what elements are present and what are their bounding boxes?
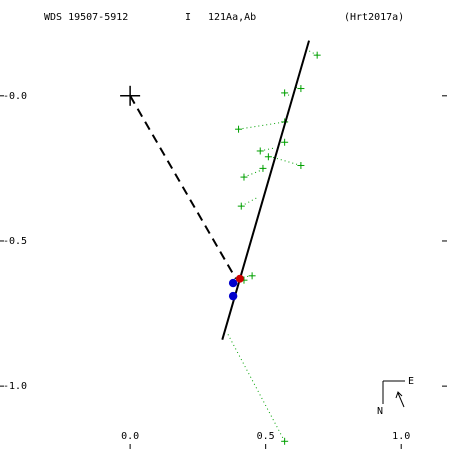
measure-point [259,164,267,172]
x-tick-label: 0.5 [257,431,275,442]
measure-point [297,161,305,169]
red-point [235,274,244,283]
point-layer [120,85,244,301]
measure-point [281,138,289,146]
measure-point [237,202,245,210]
header-reference: (Hrt2017a) [344,12,404,23]
x-tick-label: 1.0 [392,431,410,442]
x-tick-label: 0.0 [121,431,139,442]
measure-point [256,147,264,155]
axis-layer: 0.0 0.5 1.0 -1.0 -0.5 -0.0 [0,91,447,449]
orbit-line [221,40,310,340]
measure-point [281,89,289,97]
primary-star-marker [120,85,141,106]
measure-layer [227,48,321,445]
measure-point [248,272,256,280]
line-layer [129,40,310,340]
compass-east-label: E [408,376,414,387]
measure-point [281,437,289,445]
residual-line [243,167,266,178]
node-line [129,95,237,280]
measure-point [264,153,272,161]
header-grade: I [185,12,191,23]
measure-point [297,85,305,93]
y-tick-label: -0.5 [3,236,27,247]
header-pair: 121Aa,Ab [208,12,256,23]
compass-rose: E N [377,376,414,417]
compass-north-label: N [377,406,383,417]
residual-line [238,121,285,130]
blue-point [228,291,238,301]
measure-point [240,173,248,181]
measure-point [235,125,243,133]
y-tick-label: -1.0 [3,381,27,392]
header-wds-id: WDS 19507-5912 [44,12,128,23]
blue-point [228,278,238,288]
motion-arrow-icon [397,392,405,408]
motion-arrowhead-icon [395,391,403,399]
measure-point [313,51,321,59]
residual-line [241,196,258,207]
y-tick-label: -0.0 [3,91,27,102]
residual-line [306,48,318,56]
residual-line [227,333,286,442]
